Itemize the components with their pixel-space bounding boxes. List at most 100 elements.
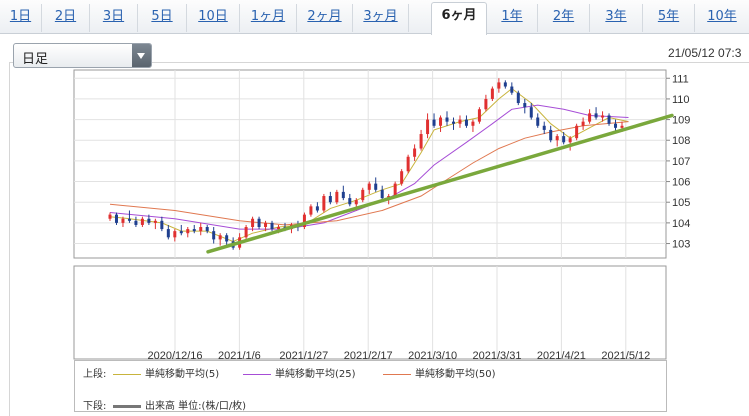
candle	[199, 222, 203, 236]
price-panel	[73, 69, 667, 259]
candle-body	[367, 183, 371, 190]
candle	[614, 119, 618, 132]
tab-10y[interactable]: 10年	[707, 9, 737, 24]
candle	[134, 216, 138, 228]
legend-item-volume: 出来高 単位:(株/口/枚)	[113, 397, 246, 412]
y-tick-label: 103	[672, 239, 690, 251]
candle-body	[380, 189, 384, 199]
candle	[426, 113, 430, 139]
candle	[568, 136, 572, 151]
legend-item-ma25: 単純移動平均(25)	[243, 365, 356, 380]
candle-body	[277, 227, 281, 230]
tab-3y[interactable]: 3年	[590, 4, 643, 32]
tab-2m[interactable]: 2ヶ月	[297, 4, 353, 32]
tab-1d[interactable]: 1日	[0, 4, 42, 32]
tab-6m[interactable]: 6ヶ月	[431, 2, 487, 35]
candle	[601, 111, 605, 122]
candle-body	[575, 125, 579, 139]
candle-body	[192, 229, 196, 232]
candle-body	[419, 134, 423, 149]
candle-body	[562, 136, 566, 143]
legend-lower-label: 下段:	[83, 401, 107, 412]
candle-body	[393, 183, 397, 197]
candle	[458, 115, 462, 128]
candle	[516, 90, 520, 106]
candle	[302, 212, 306, 230]
candle	[160, 216, 164, 232]
candle	[179, 224, 183, 236]
tab-3m[interactable]: 3ヶ月	[353, 4, 409, 32]
tab-2d[interactable]: 2日	[42, 4, 90, 32]
chart-frame	[9, 62, 749, 416]
interval-select-value: 日足	[22, 52, 49, 67]
timestamp: 21/05/12 07:3	[668, 46, 742, 60]
interval-select[interactable]: 日足	[13, 43, 152, 68]
candle-body	[251, 218, 255, 228]
candle	[147, 214, 151, 225]
candle-body	[354, 200, 358, 205]
tab-10d[interactable]: 10日	[187, 4, 240, 32]
tab-2y[interactable]: 2年	[538, 4, 590, 32]
x-tick-label: 2021/1/6	[218, 350, 261, 362]
ma25-line	[109, 104, 629, 230]
candle-body	[497, 82, 501, 89]
candle-body	[244, 227, 248, 238]
candle	[432, 113, 436, 128]
legend-ma50-label: 単純移動平均(50)	[415, 369, 496, 380]
candle-body	[620, 125, 624, 128]
candle-body	[588, 113, 592, 122]
candle	[439, 115, 443, 132]
candle	[542, 121, 546, 135]
candle-body	[225, 235, 229, 242]
candle-body	[160, 220, 164, 230]
candle	[490, 86, 494, 101]
x-tick-label: 2021/2/17	[344, 350, 393, 362]
legend-item-ma5: 単純移動平均(5)	[113, 365, 219, 380]
legend-lower-row: 下段: 出来高 単位:(株/口/枚)	[83, 397, 246, 412]
candle-body	[542, 125, 546, 130]
candle-body	[510, 86, 514, 93]
y-tick-label: 107	[672, 156, 690, 168]
candle	[114, 212, 118, 225]
candle-body	[426, 119, 430, 135]
legend-ma5-label: 単純移動平均(5)	[145, 369, 220, 380]
candle-body	[477, 109, 481, 122]
candle-body	[205, 227, 209, 232]
tab-1m[interactable]: 1ヶ月	[240, 4, 297, 32]
candle-body	[432, 119, 436, 126]
candle-body	[581, 121, 585, 126]
candle-body	[568, 138, 572, 143]
y-axis-labels: 103 104 105 106 107 108 109 110 111	[672, 73, 690, 250]
candle	[594, 107, 598, 120]
candle	[108, 212, 112, 221]
candle	[173, 229, 177, 242]
candle-body	[348, 198, 352, 205]
tab-3d[interactable]: 3日	[90, 4, 138, 32]
candle-body	[199, 227, 203, 232]
x-tick-label: 2021/3/31	[473, 350, 522, 362]
trendline-layer	[206, 113, 674, 254]
y-tick-label: 104	[672, 218, 690, 230]
y-tick-label: 106	[672, 177, 690, 189]
candle	[581, 117, 585, 130]
candle	[503, 80, 507, 89]
candle	[315, 202, 319, 213]
chevron-down-icon[interactable]	[132, 44, 151, 67]
tab-1y[interactable]: 1年	[487, 4, 538, 32]
x-axis-labels: 2020/12/16 2021/1/6 2021/1/27 2021/2/17 2021…	[147, 350, 650, 362]
tab-5y[interactable]: 5年	[643, 4, 695, 32]
candle	[367, 181, 371, 194]
support-trendline	[206, 113, 674, 254]
tab-5d[interactable]: 5日	[138, 4, 187, 32]
candle-body	[153, 220, 157, 223]
y-tick-label: 105	[672, 197, 690, 209]
candle	[218, 233, 222, 246]
candle	[445, 111, 449, 126]
candle-body	[335, 191, 339, 203]
candle	[270, 220, 274, 232]
candle-body	[529, 107, 533, 118]
legend-volume-label: 出来高 単位:(株/口/枚)	[145, 401, 247, 412]
candle-body	[127, 218, 131, 221]
candle	[348, 193, 352, 207]
